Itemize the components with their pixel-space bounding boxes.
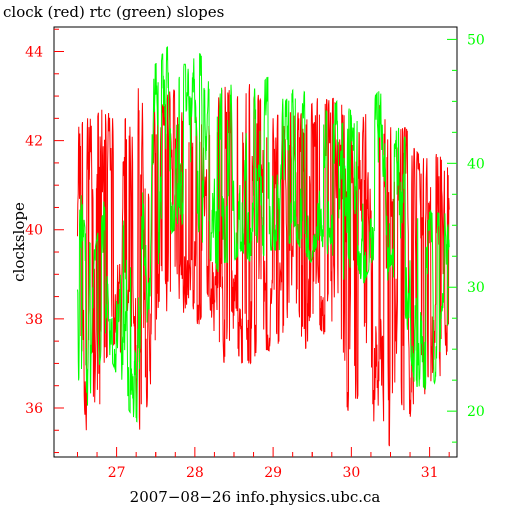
chart-title: clock (red) rtc (green) slopes: [3, 3, 224, 21]
x-tick-label: 29: [264, 465, 282, 481]
clock-series-line: [77, 84, 450, 447]
x-tick-label: 31: [421, 465, 439, 481]
y-left-tick-label: 38: [25, 312, 43, 328]
y-left-tick-label: 44: [25, 45, 43, 61]
y-left-tick-label: 42: [25, 134, 43, 150]
rtc-series-line: [77, 45, 450, 423]
y-right-tick-label: 20: [467, 404, 485, 420]
y-left-tick-label: 36: [25, 401, 43, 417]
x-tick-label: 30: [342, 465, 360, 481]
x-axis-label: 2007−08−26 info.physics.ubc.ca: [130, 488, 381, 506]
axes-layer: 27 28 29 30 31 36 38 40 42 44 20 30 40 50: [25, 28, 485, 481]
y-right-tick-label: 30: [467, 280, 485, 296]
x-tick-label: 28: [186, 465, 204, 481]
y-right-tick-label: 50: [467, 32, 485, 48]
plot-frame: [53, 26, 458, 458]
y-axis-label: clockslope: [10, 202, 28, 282]
x-tick-label: 27: [108, 465, 126, 481]
series-layer: [77, 45, 450, 447]
y-right-tick-label: 40: [467, 156, 485, 172]
y-left-tick-label: 40: [25, 223, 43, 239]
